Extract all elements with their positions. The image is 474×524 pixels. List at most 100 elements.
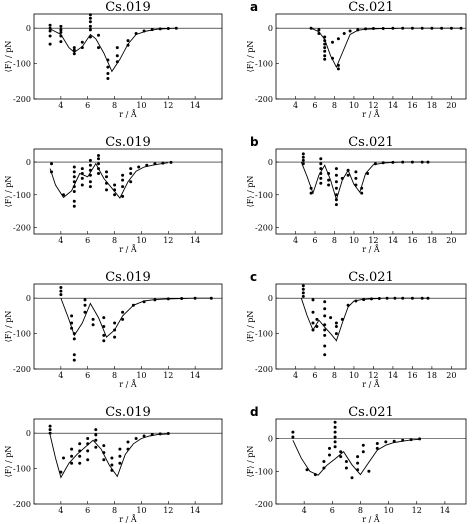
data-point xyxy=(126,440,130,444)
data-point xyxy=(83,303,87,307)
data-point xyxy=(106,72,110,75)
data-point xyxy=(333,440,337,444)
data-point xyxy=(102,325,106,328)
data-point xyxy=(401,296,405,300)
data-point xyxy=(110,463,114,467)
data-point xyxy=(48,428,52,432)
data-point xyxy=(88,180,92,184)
x-tick-label: 8 xyxy=(332,371,337,380)
chart-title: Cs.019 xyxy=(105,405,151,420)
data-point xyxy=(72,204,76,208)
panel-label: c xyxy=(250,270,257,284)
data-point xyxy=(315,317,319,321)
x-tick-label: 14 xyxy=(388,236,398,245)
data-point xyxy=(340,317,344,321)
data-point xyxy=(80,176,84,180)
data-point xyxy=(333,435,337,439)
data-point xyxy=(311,298,315,302)
data-point xyxy=(121,178,125,182)
data-point xyxy=(91,317,95,321)
data-point xyxy=(72,48,76,52)
panel-label: b xyxy=(250,135,259,149)
x-tick-label: 14 xyxy=(190,371,200,380)
data-point xyxy=(150,28,154,32)
data-point xyxy=(360,186,364,190)
x-tick-label: 20 xyxy=(446,236,456,245)
data-point xyxy=(317,28,321,32)
data-point xyxy=(319,181,323,185)
data-point xyxy=(420,296,424,300)
data-point xyxy=(70,321,74,325)
data-point xyxy=(72,358,76,362)
data-point xyxy=(118,454,122,458)
x-tick-label: 8 xyxy=(112,371,117,380)
data-point xyxy=(322,466,326,470)
data-point xyxy=(323,57,327,61)
data-point xyxy=(323,328,327,332)
x-axis-label: r / Å xyxy=(362,515,380,524)
x-tick-label: 10 xyxy=(136,371,146,380)
mean-force-curve xyxy=(49,27,177,73)
data-point xyxy=(319,172,323,175)
mean-force-curve xyxy=(300,297,428,342)
chart-panel: Cs.021 d 4 6 8 10 12 14 0 -100 -200 r / Å ⟨F⟩ / pN xyxy=(246,405,467,524)
data-point xyxy=(323,333,327,337)
data-point xyxy=(115,60,119,64)
data-point xyxy=(334,198,338,202)
data-point xyxy=(105,181,108,185)
data-point xyxy=(377,297,381,300)
data-point xyxy=(78,454,82,458)
x-tick-label: 12 xyxy=(163,101,173,110)
x-tick-label: 10 xyxy=(136,236,146,245)
data-point xyxy=(129,180,133,184)
data-point xyxy=(59,24,63,28)
data-point xyxy=(459,26,463,30)
x-tick-label: 8 xyxy=(112,506,117,515)
data-point xyxy=(169,160,173,164)
data-point xyxy=(113,321,117,325)
panel-label: a xyxy=(250,0,258,14)
data-point xyxy=(48,431,52,435)
y-tick-label: -200 xyxy=(255,95,273,104)
data-point xyxy=(327,183,331,187)
data-point xyxy=(113,183,117,187)
data-point xyxy=(86,442,90,446)
data-point xyxy=(145,163,149,167)
data-point xyxy=(323,49,327,53)
data-point xyxy=(62,456,65,460)
data-point xyxy=(72,332,76,336)
data-point xyxy=(367,469,371,473)
data-point xyxy=(94,428,98,432)
plot-frame xyxy=(275,13,467,100)
x-tick-label: 10 xyxy=(136,506,146,515)
data-point xyxy=(317,32,321,35)
data-point xyxy=(150,433,154,437)
y-tick-label: -200 xyxy=(255,500,273,509)
data-point xyxy=(311,310,315,314)
data-point xyxy=(86,458,90,462)
data-point xyxy=(102,444,106,448)
data-point xyxy=(311,328,315,332)
x-tick-label: 6 xyxy=(330,506,335,515)
data-point xyxy=(88,28,92,32)
x-tick-label: 6 xyxy=(85,371,90,380)
y-axis-label: ⟨F⟩ / pN xyxy=(4,311,13,343)
x-tick-label: 20 xyxy=(446,371,456,380)
data-point xyxy=(323,344,327,348)
data-point xyxy=(88,16,92,20)
data-point xyxy=(381,161,385,165)
data-point xyxy=(336,37,340,41)
data-point xyxy=(354,176,358,180)
y-tick-label: -100 xyxy=(255,191,273,200)
data-point xyxy=(91,323,95,327)
data-point xyxy=(70,326,74,330)
data-point xyxy=(59,34,63,38)
data-point xyxy=(115,54,119,58)
data-point xyxy=(70,314,74,318)
x-tick-label: 6 xyxy=(85,506,90,515)
data-point xyxy=(48,23,52,27)
x-tick-label: 18 xyxy=(427,236,437,245)
x-tick-label: 4 xyxy=(58,371,63,380)
data-point xyxy=(72,46,76,50)
data-point xyxy=(59,293,63,297)
